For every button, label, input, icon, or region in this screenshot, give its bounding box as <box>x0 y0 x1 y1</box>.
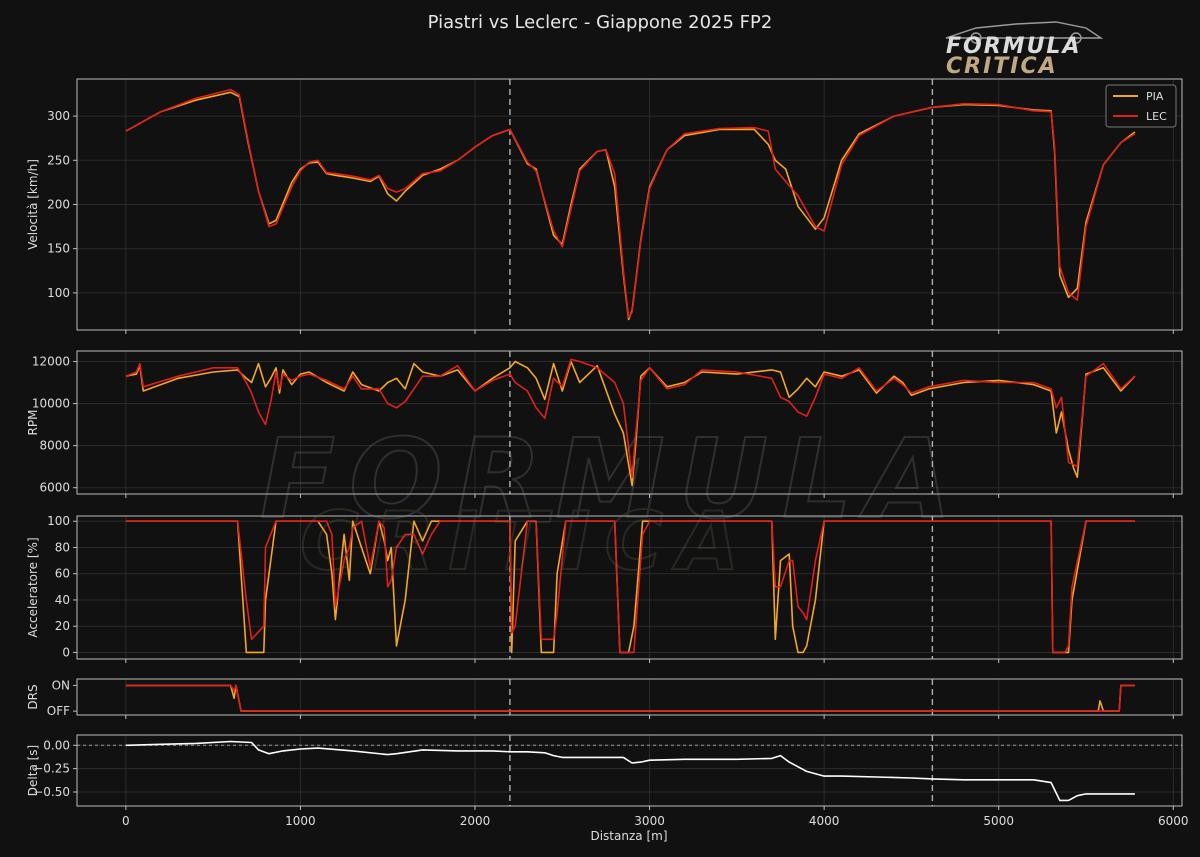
x-tick-label: 6000 <box>1158 814 1189 828</box>
legend-label-lec: LEC <box>1146 110 1167 123</box>
y-tick-label: 80 <box>55 540 70 554</box>
x-tick-label: 3000 <box>634 814 665 828</box>
y-axis-label: RPM <box>26 410 40 436</box>
panel-frame <box>76 678 1183 716</box>
page-title: Piastri vs Leclerc - Giappone 2025 FP2 <box>427 12 773 33</box>
y-tick-label: 100 <box>47 286 70 300</box>
series-line-delta <box>125 740 1135 802</box>
y-axis-label: Acceleratore [%] <box>26 537 40 637</box>
x-tick-label: 0 <box>122 814 130 828</box>
panel-frame <box>76 78 1183 331</box>
x-tick-label: 5000 <box>983 814 1014 828</box>
x-tick-label: 1000 <box>285 814 316 828</box>
y-tick-label: 60 <box>55 567 70 581</box>
race-car-logo-icon <box>945 21 1104 44</box>
y-tick-label: 8000 <box>39 439 70 453</box>
series-line-lec <box>125 684 1135 712</box>
x-tick-label: 2000 <box>460 814 491 828</box>
y-tick-label: 10000 <box>32 397 70 411</box>
y-tick-label: 250 <box>47 153 70 167</box>
logo-text-critica: CRITICA <box>946 54 1058 79</box>
y-tick-label: −0.50 <box>33 785 70 799</box>
y-tick-label: OFF <box>47 704 70 718</box>
series-line-lec <box>125 358 1136 479</box>
y-tick-label: 20 <box>55 619 70 633</box>
y-tick-label: 0 <box>62 645 70 659</box>
series-line-pia <box>125 684 1135 712</box>
y-tick-label: 12000 <box>32 355 70 369</box>
y-tick-label: ON <box>52 678 70 692</box>
panel-frame <box>76 350 1183 495</box>
y-tick-label: 300 <box>47 109 70 123</box>
y-tick-label: 150 <box>47 242 70 256</box>
series-line-lec <box>125 520 1135 654</box>
y-tick-label: 6000 <box>39 481 70 495</box>
y-tick-label: −0.25 <box>33 762 70 776</box>
y-axis-label: DRS <box>26 684 40 709</box>
y-tick-label: 100 <box>47 514 70 528</box>
x-axis-label: Distanza [m] <box>590 829 667 843</box>
y-tick-label: 200 <box>47 198 70 212</box>
legend-label-pia: PIA <box>1146 90 1164 103</box>
logo-text-formula: FORMULA <box>946 34 1082 59</box>
y-axis-label: Velocità [km/h] <box>26 159 40 250</box>
y-tick-label: 40 <box>55 593 70 607</box>
formula-critica-logo: FORMULA CRITICA <box>930 14 1110 79</box>
series-line-pia <box>125 520 1135 654</box>
panel-frame <box>76 515 1183 660</box>
panel-frame <box>76 734 1183 807</box>
series-line-lec <box>125 88 1136 319</box>
x-tick-label: 4000 <box>809 814 840 828</box>
y-tick-label: 0.00 <box>43 738 70 752</box>
series-line-pia <box>125 91 1136 321</box>
y-axis-label: Delta [s] <box>26 745 40 796</box>
